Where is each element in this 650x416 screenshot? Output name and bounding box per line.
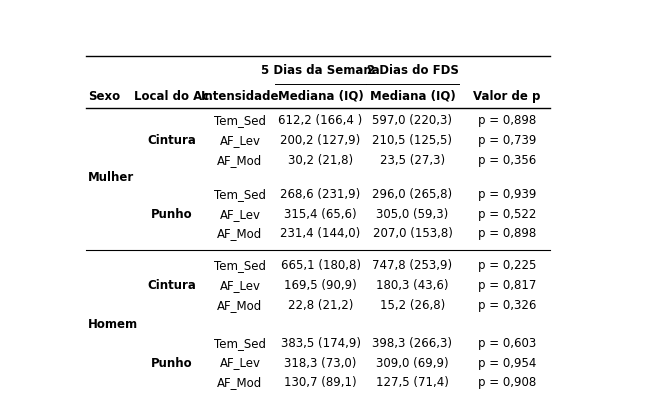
- Text: 23,5 (27,3): 23,5 (27,3): [380, 154, 445, 167]
- Text: AF_Mod: AF_Mod: [217, 376, 263, 389]
- Text: 268,6 (231,9): 268,6 (231,9): [280, 188, 361, 201]
- Text: AF_Lev: AF_Lev: [220, 279, 261, 292]
- Text: Sexo: Sexo: [88, 90, 120, 103]
- Text: Cintura: Cintura: [148, 134, 196, 147]
- Text: p = 0,898: p = 0,898: [478, 114, 536, 127]
- Text: Mulher: Mulher: [88, 171, 135, 184]
- Text: 30,2 (21,8): 30,2 (21,8): [288, 154, 353, 167]
- Text: Intensidade: Intensidade: [201, 90, 280, 103]
- Text: 200,2 (127,9): 200,2 (127,9): [280, 134, 361, 147]
- Text: AF_Lev: AF_Lev: [220, 357, 261, 369]
- Text: 296,0 (265,8): 296,0 (265,8): [372, 188, 452, 201]
- Text: p = 0,356: p = 0,356: [478, 154, 536, 167]
- Text: Tem_Sed: Tem_Sed: [214, 188, 266, 201]
- Text: 315,4 (65,6): 315,4 (65,6): [284, 208, 357, 220]
- Text: Mediana (IQ): Mediana (IQ): [370, 90, 456, 103]
- Text: 398,3 (266,3): 398,3 (266,3): [372, 337, 452, 349]
- Text: Cintura: Cintura: [148, 279, 196, 292]
- Text: p = 0,908: p = 0,908: [478, 376, 536, 389]
- Text: 169,5 (90,9): 169,5 (90,9): [284, 279, 357, 292]
- Text: 210,5 (125,5): 210,5 (125,5): [372, 134, 452, 147]
- Text: 207,0 (153,8): 207,0 (153,8): [372, 228, 452, 240]
- Text: Punho: Punho: [151, 208, 193, 220]
- Text: 231,4 (144,0): 231,4 (144,0): [280, 228, 361, 240]
- Text: Local do Ac: Local do Ac: [135, 90, 209, 103]
- Text: 22,8 (21,2): 22,8 (21,2): [288, 299, 353, 312]
- Text: p = 0,225: p = 0,225: [478, 259, 536, 272]
- Text: 309,0 (69,9): 309,0 (69,9): [376, 357, 448, 369]
- Text: 318,3 (73,0): 318,3 (73,0): [284, 357, 357, 369]
- Text: Mediana (IQ): Mediana (IQ): [278, 90, 363, 103]
- Text: 305,0 (59,3): 305,0 (59,3): [376, 208, 448, 220]
- Text: p = 0,739: p = 0,739: [478, 134, 536, 147]
- Text: 180,3 (43,6): 180,3 (43,6): [376, 279, 448, 292]
- Text: Tem_Sed: Tem_Sed: [214, 259, 266, 272]
- Text: p = 0,939: p = 0,939: [478, 188, 536, 201]
- Text: AF_Mod: AF_Mod: [217, 154, 263, 167]
- Text: 612,2 (166,4 ): 612,2 (166,4 ): [278, 114, 363, 127]
- Text: Tem_Sed: Tem_Sed: [214, 114, 266, 127]
- Text: Valor de p: Valor de p: [473, 90, 541, 103]
- Text: Homem: Homem: [88, 318, 138, 331]
- Text: AF_Lev: AF_Lev: [220, 208, 261, 220]
- Text: p = 0,954: p = 0,954: [478, 357, 536, 369]
- Text: 597,0 (220,3): 597,0 (220,3): [372, 114, 452, 127]
- Text: AF_Mod: AF_Mod: [217, 228, 263, 240]
- Text: 130,7 (89,1): 130,7 (89,1): [284, 376, 357, 389]
- Text: 665,1 (180,8): 665,1 (180,8): [281, 259, 361, 272]
- Text: 747,8 (253,9): 747,8 (253,9): [372, 259, 452, 272]
- Text: AF_Mod: AF_Mod: [217, 299, 263, 312]
- Text: 15,2 (26,8): 15,2 (26,8): [380, 299, 445, 312]
- Text: p = 0,603: p = 0,603: [478, 337, 536, 349]
- Text: Tem_Sed: Tem_Sed: [214, 337, 266, 349]
- Text: AF_Lev: AF_Lev: [220, 134, 261, 147]
- Text: p = 0,326: p = 0,326: [478, 299, 536, 312]
- Text: 2 Dias do FDS: 2 Dias do FDS: [367, 64, 458, 77]
- Text: p = 0,898: p = 0,898: [478, 228, 536, 240]
- Text: 383,5 (174,9): 383,5 (174,9): [281, 337, 361, 349]
- Text: 5 Dias da Semana: 5 Dias da Semana: [261, 64, 380, 77]
- Text: Punho: Punho: [151, 357, 193, 369]
- Text: p = 0,817: p = 0,817: [478, 279, 536, 292]
- Text: p = 0,522: p = 0,522: [478, 208, 536, 220]
- Text: 127,5 (71,4): 127,5 (71,4): [376, 376, 449, 389]
